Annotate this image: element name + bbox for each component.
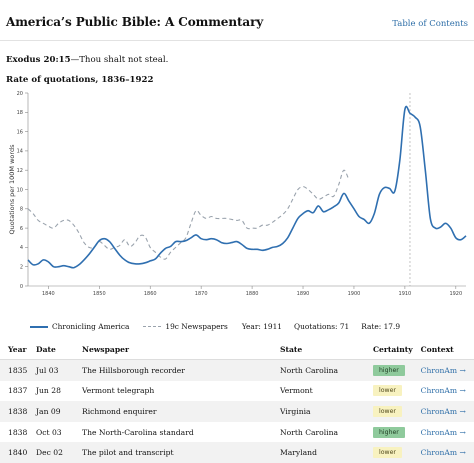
- hover-rate-readout: Rate: 17.9: [361, 322, 401, 331]
- x-tick-label: 1900: [348, 291, 361, 297]
- certainty-badge: higher: [373, 426, 405, 438]
- chronam-link[interactable]: ChronAm →: [420, 406, 466, 416]
- y-tick-label: 18: [17, 110, 23, 116]
- table-of-contents-link[interactable]: Table of Contents: [392, 19, 468, 29]
- cell-newspaper: Richmond enquirer: [82, 406, 157, 416]
- cell-certainty: lower: [365, 401, 413, 422]
- cell-year: 1838: [8, 406, 28, 416]
- verse-text: —Thou shalt not steal.: [70, 55, 169, 65]
- y-tick-label: 20: [17, 91, 23, 97]
- table-row: 1840 Dec 02 The pilot and transcript Mar…: [0, 442, 474, 463]
- column-header-date[interactable]: Date: [28, 339, 74, 360]
- cell-context: ChronAm →: [413, 360, 474, 381]
- x-tick-label: 1910: [399, 291, 412, 297]
- column-header-newspaper[interactable]: Newspaper: [74, 339, 272, 360]
- chronam-link[interactable]: ChronAm →: [420, 365, 466, 375]
- y-tick-label: 2: [20, 265, 23, 271]
- y-tick-label: 16: [17, 129, 23, 135]
- cell-context: ChronAm →: [413, 422, 474, 443]
- legend-label: 19c Newspapers: [165, 322, 228, 331]
- x-tick-label: 1840: [42, 291, 55, 297]
- cell-newspaper: The North-Carolina standard: [82, 427, 194, 437]
- cell-date: Jan 09: [36, 406, 61, 416]
- cell-certainty: lower: [365, 442, 413, 463]
- y-tick-label: 10: [17, 187, 23, 193]
- x-tick-label: 1870: [195, 291, 208, 297]
- cell-year: 1835: [8, 365, 28, 375]
- x-tick-label: 1860: [144, 291, 157, 297]
- certainty-badge: lower: [373, 385, 402, 397]
- certainty-badge: lower: [373, 405, 402, 417]
- cell-year: 1837: [8, 386, 28, 396]
- y-tick-label: 4: [20, 245, 23, 251]
- legend-item-19c-newspapers: 19c Newspapers: [143, 322, 228, 331]
- cell-year: 1840: [8, 448, 28, 458]
- site-title[interactable]: America’s Public Bible: A Commentary: [6, 15, 264, 29]
- cell-newspaper: The pilot and transcript: [82, 448, 174, 458]
- table-row: 1838 Oct 03 The North-Carolina standard …: [0, 422, 474, 443]
- y-tick-label: 12: [17, 168, 23, 174]
- cell-state: Maryland: [280, 448, 317, 458]
- series-line-19c-newspapers: [27, 169, 350, 260]
- y-axis-title: Quotations per 100M words: [8, 144, 16, 235]
- x-tick-label: 1920: [449, 291, 462, 297]
- x-tick-label: 1890: [297, 291, 310, 297]
- cell-state: Virginia: [280, 406, 311, 416]
- cell-state: North Carolina: [280, 365, 339, 375]
- y-tick-label: 0: [20, 284, 23, 290]
- y-tick-label: 6: [20, 226, 23, 232]
- cell-state: Vermont: [280, 386, 313, 396]
- solid-line-swatch: [30, 325, 48, 328]
- page-header: America’s Public Bible: A Commentary Tab…: [0, 0, 474, 41]
- verse-line: Exodus 20:15—Thou shalt not steal.: [6, 55, 168, 65]
- legend-item-chronicling-america: Chronicling America: [30, 322, 129, 331]
- cell-context: ChronAm →: [413, 442, 474, 463]
- hover-year-readout: Year: 1911: [241, 322, 283, 331]
- x-tick-label: 1850: [93, 291, 106, 297]
- cell-date: Oct 03: [36, 427, 62, 437]
- quotations-table: Year Date Newspaper State Certainty Cont…: [0, 339, 474, 463]
- y-tick-label: 8: [20, 207, 23, 213]
- column-header-year[interactable]: Year: [0, 339, 28, 360]
- table-header-row: Year Date Newspaper State Certainty Cont…: [0, 339, 474, 360]
- series-line-chronicling-america: [27, 105, 467, 269]
- certainty-badge: lower: [373, 447, 402, 459]
- quotation-rate-chart[interactable]: 0 2 4 6 8 10 12 14 16 18 20 1840 1850 1860 1870 1880 189…: [0, 86, 474, 320]
- legend-label: Chronicling America: [52, 322, 130, 331]
- cell-certainty: higher: [365, 360, 413, 381]
- table-row: 1837 Jun 28 Vermont telegraph Vermont lo…: [0, 381, 474, 402]
- cell-certainty: higher: [365, 422, 413, 443]
- chart-legend: Chronicling America 19c Newspapers Year:…: [30, 322, 412, 331]
- table-row: 1838 Jan 09 Richmond enquirer Virginia l…: [0, 401, 474, 422]
- column-header-certainty[interactable]: Certainty: [365, 339, 413, 360]
- chronam-link[interactable]: ChronAm →: [420, 448, 466, 458]
- verse-reference: Exodus 20:15: [6, 55, 71, 65]
- cell-date: Jun 28: [36, 386, 61, 396]
- cell-newspaper: The Hillsborough recorder: [82, 365, 185, 375]
- x-tick-label: 1880: [246, 291, 259, 297]
- column-header-state[interactable]: State: [272, 339, 365, 360]
- cell-state: North Carolina: [280, 427, 339, 437]
- cell-context: ChronAm →: [413, 401, 474, 422]
- table-row: 1835 Jul 03 The Hillsborough recorder No…: [0, 359, 474, 381]
- column-header-context[interactable]: Context: [412, 339, 474, 360]
- chart-title: Rate of quotations, 1836–1922: [6, 75, 154, 85]
- cell-date: Dec 02: [36, 448, 63, 458]
- cell-year: 1838: [8, 427, 28, 437]
- dashed-line-swatch: [143, 326, 162, 327]
- chronam-link[interactable]: ChronAm →: [420, 427, 466, 437]
- cell-newspaper: Vermont telegraph: [82, 386, 155, 396]
- y-tick-label: 14: [17, 149, 23, 155]
- certainty-badge: higher: [373, 364, 405, 376]
- cell-context: ChronAm →: [413, 381, 474, 402]
- cell-certainty: lower: [365, 381, 413, 402]
- cell-date: Jul 03: [36, 365, 59, 375]
- chronam-link[interactable]: ChronAm →: [420, 386, 466, 396]
- hover-quotations-readout: Quotations: 71: [294, 322, 350, 331]
